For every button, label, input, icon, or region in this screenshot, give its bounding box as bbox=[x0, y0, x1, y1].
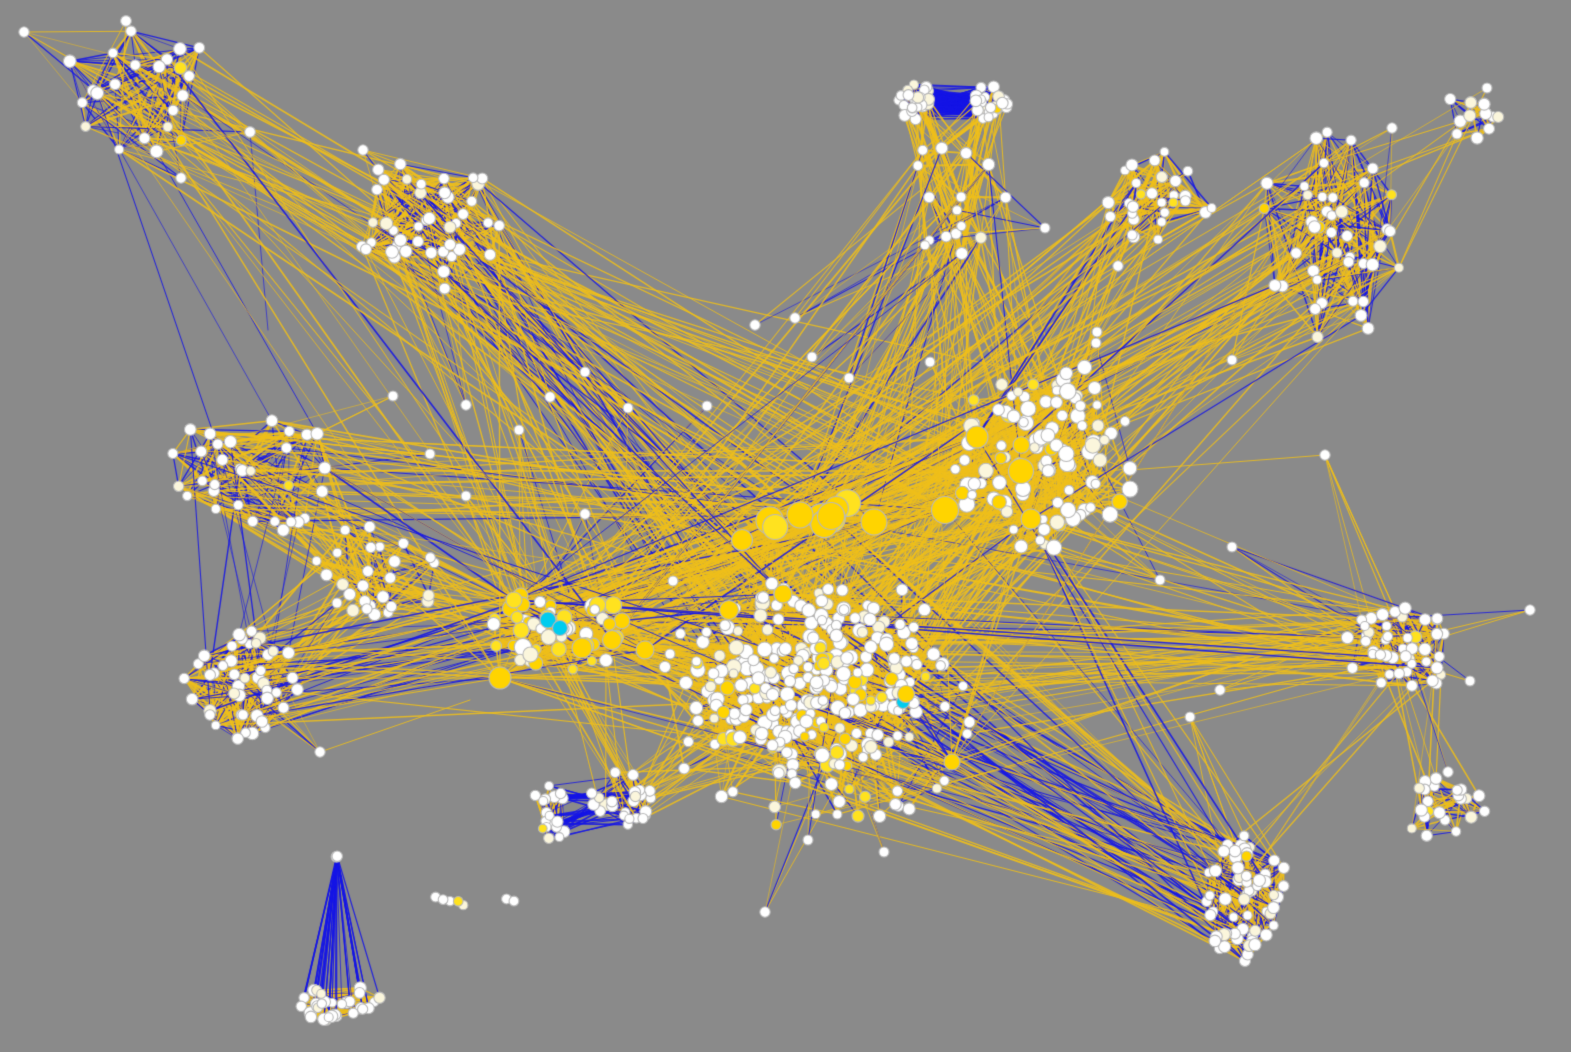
graph-canvas[interactable] bbox=[0, 0, 1571, 1052]
network-graph-visualization[interactable] bbox=[0, 0, 1571, 1052]
